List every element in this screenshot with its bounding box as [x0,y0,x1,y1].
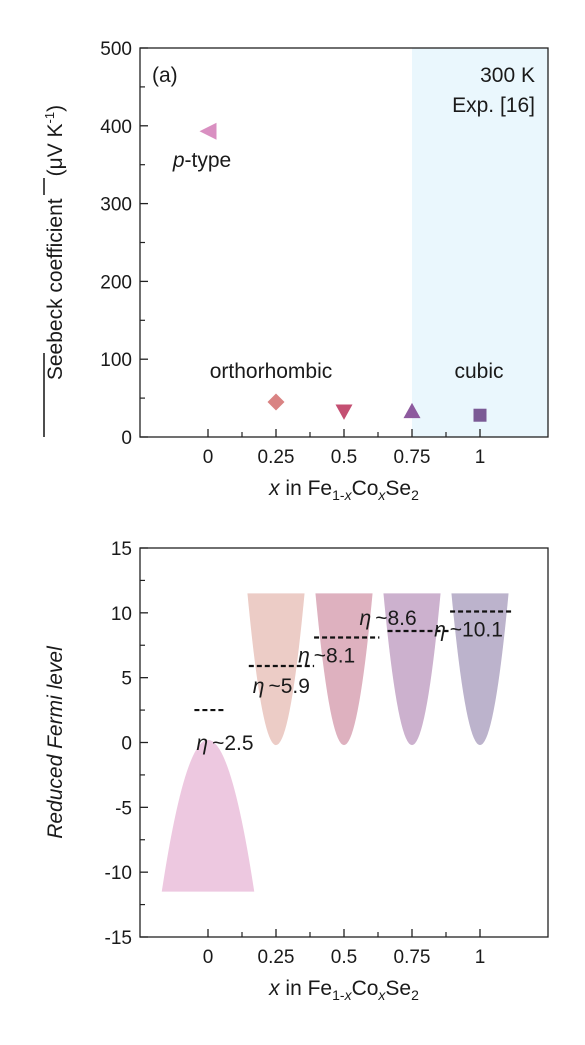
y-tick-label: 0 [121,428,132,449]
x-tick-label: 0.25 [258,447,295,468]
orthorhombic-label: orthorhombic [210,360,333,383]
y-tick-label: -10 [105,863,132,884]
eta-symbol: η [434,619,446,642]
y-axis-title: Seebeck coefficient (μV K-1) [42,105,67,380]
x-axis-title-sub-var: x [344,987,353,1003]
cubic-region-shading [412,48,548,437]
data-point [267,393,285,411]
eta-symbol: η [360,607,372,630]
x-tick-label: 0 [203,447,214,468]
x-axis-title: x in Fe1-xCoxSe2 [268,977,419,1003]
x-tick-label: 1 [475,447,486,468]
panel-label: (a) [152,64,178,87]
y-tick-label: 400 [100,117,132,138]
eta-value: ~5.9 [268,675,309,698]
x-axis-title-sub: 2 [411,487,419,503]
y-tick-label: -15 [105,928,132,949]
eta-symbol: η [253,675,265,698]
y-axis-title-unit: ) [44,105,67,112]
x-axis-title-text: Co [352,977,379,1000]
x-axis-title-sub: 1- [332,987,345,1003]
x-axis-title-text: in Fe [280,477,333,500]
y-axis-title-exp: -1 [42,112,57,124]
x-tick-label: 0.75 [394,947,431,968]
band-parabola [451,593,509,746]
y-tick-label: -5 [115,798,132,819]
eta-value: ~8.1 [314,644,355,667]
y-axis-title-unit: (μV K [44,123,67,176]
eta-label: η ~8.1 [298,644,355,667]
eta-label: η ~5.9 [253,675,310,698]
y-axis-title: Reduced Fermi level [44,645,67,839]
ptype-label: p-type [172,149,231,172]
y-tick-label: 200 [100,272,132,293]
ptype-label-rest: -type [185,149,232,172]
y-tick-label: 5 [121,669,132,690]
x-axis-title-text: in Fe [280,977,333,1000]
x-axis-title-sub: 2 [411,987,419,1003]
eta-value: ~8.6 [375,607,416,630]
x-tick-label: 0.25 [258,947,295,968]
x-tick-label: 1 [475,947,486,968]
y-tick-label: 0 [121,734,132,755]
eta-label: η ~10.1 [434,619,503,642]
x-tick-label: 0.5 [331,447,357,468]
x-tick-label: 0 [203,947,214,968]
x-axis-title-var: x [268,477,281,500]
y-tick-label: 300 [100,195,132,216]
y-tick-label: 100 [100,350,132,371]
band-parabola [161,739,255,892]
reference-label: Exp. [16] [452,94,535,117]
ptype-label-italic: p [172,149,185,172]
eta-symbol: η [298,644,310,667]
x-tick-label: 0.75 [394,447,431,468]
cubic-label: cubic [454,360,503,383]
y-tick-label: 10 [111,604,132,625]
y-tick-label: 500 [100,39,132,60]
x-axis-title-var: x [268,977,281,1000]
eta-value: ~2.5 [212,732,253,755]
y-tick-label: 15 [111,539,132,560]
data-point [335,404,353,420]
x-tick-label: 0.5 [331,947,357,968]
x-axis-title-sub-var: x [377,987,386,1003]
x-axis-title-sub: 1- [332,487,345,503]
data-point [473,408,487,422]
y-axis-title-text: Seebeck coefficient [44,198,67,380]
x-axis-title-sub-var: x [377,487,386,503]
eta-symbol: η [196,732,208,755]
band-parabola [247,593,305,746]
x-axis-title-text: Se [385,477,411,500]
temperature-label: 300 K [480,64,535,87]
x-axis-title: x in Fe1-xCoxSe2 [268,477,419,503]
eta-label: η ~2.5 [196,732,253,755]
x-axis-title-text: Se [385,977,411,1000]
data-point [403,402,421,419]
data-point [199,122,217,140]
band-parabola [315,593,373,746]
eta-value: ~10.1 [450,619,503,642]
eta-label: η ~8.6 [360,607,417,630]
x-axis-title-text: Co [352,477,379,500]
x-axis-title-sub-var: x [344,487,353,503]
